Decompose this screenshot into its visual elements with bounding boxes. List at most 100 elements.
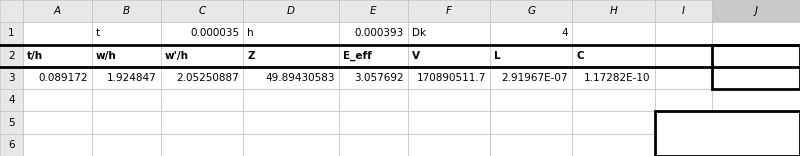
Bar [161, 0, 243, 22]
Text: L: L [494, 51, 501, 61]
Text: V: V [412, 51, 420, 61]
Text: 0.089172: 0.089172 [658, 140, 708, 150]
Bar [23, 22, 92, 45]
Bar [408, 45, 490, 67]
Text: 2.05250887: 2.05250887 [176, 73, 239, 83]
Text: L-final: L-final [716, 51, 748, 61]
Bar [161, 45, 243, 67]
Text: J: J [754, 6, 758, 16]
Bar [408, 67, 490, 89]
Bar [654, 0, 712, 22]
Text: 49.89430583: 49.89430583 [266, 73, 334, 83]
Bar [408, 0, 490, 22]
Bar [0, 22, 23, 45]
Text: E_eff: E_eff [342, 51, 371, 61]
Text: 2.91967E-07: 2.91967E-07 [502, 73, 568, 83]
Bar [243, 67, 338, 89]
Text: (w/h): (w/h) [770, 118, 796, 128]
Bar [243, 134, 338, 156]
Bar [23, 111, 92, 134]
Text: 1.17282E-10: 1.17282E-10 [584, 73, 650, 83]
Text: 4: 4 [8, 95, 14, 105]
Bar [243, 0, 338, 22]
Text: G: G [527, 6, 535, 16]
Text: 2.91967E-07: 2.91967E-07 [730, 73, 796, 83]
Bar [0, 67, 23, 89]
Bar [712, 134, 800, 156]
Text: 2: 2 [8, 51, 14, 61]
Bar [0, 89, 23, 111]
Bar [654, 111, 800, 156]
Bar [161, 67, 243, 89]
Bar [243, 111, 338, 134]
Bar [408, 22, 490, 45]
Text: 3.057692: 3.057692 [354, 73, 404, 83]
Bar [338, 0, 408, 22]
Bar [712, 22, 800, 45]
Text: (t/h): (t/h) [686, 118, 708, 128]
Bar [23, 134, 92, 156]
Bar [572, 89, 654, 111]
Bar [243, 22, 338, 45]
Bar [338, 22, 408, 45]
Text: D: D [287, 6, 295, 16]
Bar [408, 134, 490, 156]
Text: Dk: Dk [412, 28, 426, 38]
Bar [161, 89, 243, 111]
Bar [654, 111, 712, 134]
Bar [338, 45, 408, 67]
Bar [490, 67, 572, 89]
Bar [243, 89, 338, 111]
Text: 0.000035: 0.000035 [190, 28, 239, 38]
Text: Z: Z [247, 51, 254, 61]
Text: 170890511.7: 170890511.7 [417, 73, 486, 83]
Bar [490, 22, 572, 45]
Text: H: H [610, 6, 618, 16]
Text: E: E [370, 6, 377, 16]
Text: 1.924847: 1.924847 [107, 73, 157, 83]
Text: t: t [96, 28, 100, 38]
Bar [243, 45, 338, 67]
Bar [0, 0, 23, 22]
Text: 6: 6 [8, 140, 14, 150]
Bar [92, 45, 161, 67]
Bar [92, 111, 161, 134]
Bar [338, 134, 408, 156]
Text: C: C [576, 51, 584, 61]
Bar [712, 45, 800, 67]
Bar [23, 0, 92, 22]
Text: w/h: w/h [96, 51, 117, 61]
Text: I: I [682, 6, 685, 16]
Text: 0.089172: 0.089172 [38, 73, 88, 83]
Bar [712, 89, 800, 111]
Bar [161, 134, 243, 156]
Bar [338, 67, 408, 89]
Bar [712, 111, 800, 134]
Bar [92, 67, 161, 89]
Bar [490, 0, 572, 22]
Bar [161, 111, 243, 134]
Bar [92, 134, 161, 156]
Bar [408, 111, 490, 134]
Bar [0, 134, 23, 156]
Bar [572, 67, 654, 89]
Bar [654, 89, 712, 111]
Bar [654, 45, 712, 67]
Text: t/h: t/h [27, 51, 43, 61]
Bar [92, 0, 161, 22]
Bar [408, 89, 490, 111]
Bar [0, 45, 23, 67]
Bar [654, 67, 712, 89]
Text: F: F [446, 6, 452, 16]
Bar [23, 89, 92, 111]
Bar [572, 0, 654, 22]
Bar [654, 22, 712, 45]
Bar [490, 89, 572, 111]
Bar [490, 111, 572, 134]
Bar [572, 45, 654, 67]
Text: 1.924846595: 1.924846595 [726, 140, 796, 150]
Text: 5: 5 [8, 118, 14, 128]
Bar [654, 134, 712, 156]
Text: 1: 1 [8, 28, 14, 38]
Bar [712, 45, 800, 89]
